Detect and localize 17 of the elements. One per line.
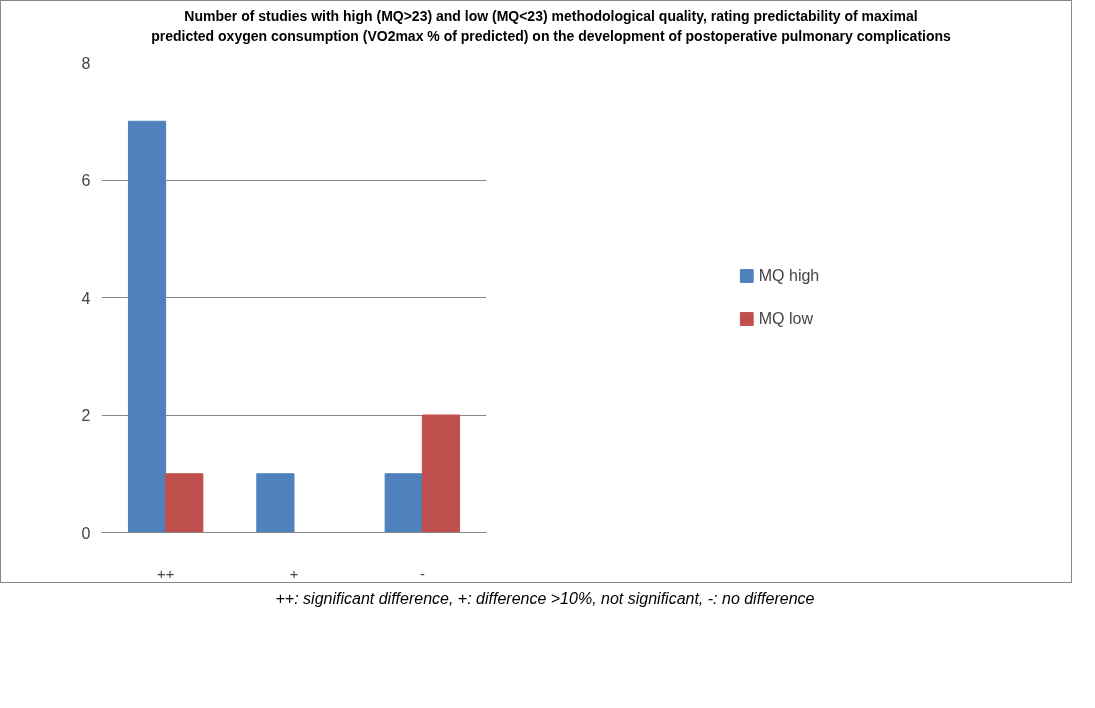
- legend-label: MQ low: [758, 309, 813, 328]
- bar: [384, 472, 423, 533]
- y-tick-label: 2: [81, 406, 91, 424]
- y-tick-label: 4: [81, 289, 91, 307]
- x-tick-label: ++: [157, 565, 175, 582]
- y-tick-label: 8: [81, 54, 91, 72]
- y-tick-label: 0: [81, 524, 91, 542]
- bar: [256, 472, 295, 533]
- y-tick-label: 6: [81, 171, 91, 189]
- x-tick-label: +: [289, 565, 299, 582]
- x-tick-label: -: [419, 565, 425, 582]
- text: Number of studies with high (MQ>23) and low (MQ<23) methodological quality, rating predictability of maximal predicted oxygen consumption (VO2max % of predicted) on the development of postoperative pulmonary complications: [151, 7, 951, 47]
- bar: [165, 472, 204, 533]
- legend-label: MQ high: [758, 266, 820, 285]
- text: ++: significant difference, +: difference >10%, not significant, -: no difference: [275, 588, 815, 609]
- bar: [127, 120, 167, 533]
- bar: [421, 414, 461, 533]
